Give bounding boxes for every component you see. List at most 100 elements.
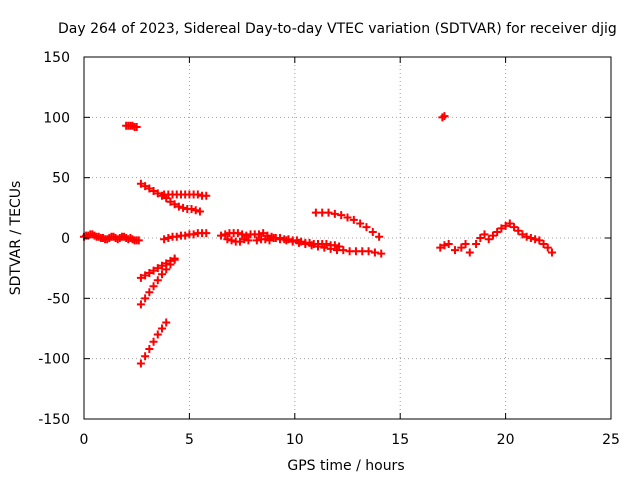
data-point: [436, 243, 445, 252]
data-point: [254, 230, 263, 239]
data-point: [535, 236, 544, 245]
data-point: [153, 330, 162, 339]
x-tick-label: 10: [286, 432, 304, 448]
data-point: [457, 243, 466, 252]
data-point: [505, 219, 514, 228]
data-point: [444, 240, 453, 249]
data-point: [362, 223, 371, 232]
data-point: [191, 206, 200, 215]
data-point: [153, 189, 162, 198]
data-point: [531, 235, 540, 244]
data-point: [157, 324, 166, 333]
data-point: [227, 236, 236, 245]
data-point: [261, 235, 270, 244]
data-point: [145, 345, 154, 354]
chart-title: Day 264 of 2023, Sidereal Day-to-day VTE…: [58, 21, 617, 37]
data-point: [172, 232, 181, 241]
data-point: [370, 248, 379, 257]
data-point: [145, 268, 154, 277]
data-point: [472, 240, 481, 249]
data-point: [518, 230, 527, 239]
data-point: [166, 197, 175, 206]
data-point: [522, 232, 531, 241]
data-point: [136, 273, 145, 282]
data-point: [181, 231, 190, 240]
data-point: [440, 241, 449, 250]
data-point: [364, 247, 373, 256]
data-point: [221, 230, 230, 239]
data-point: [132, 122, 141, 131]
data-point: [189, 230, 198, 239]
data-point: [149, 186, 158, 195]
data-point: [157, 261, 166, 270]
data-point: [202, 229, 211, 238]
data-point: [145, 288, 154, 297]
data-point: [501, 221, 510, 230]
data-point: [320, 243, 329, 252]
data-point: [265, 236, 274, 245]
data-point: [149, 266, 158, 275]
y-tick-label: 150: [43, 50, 70, 66]
data-point: [166, 260, 175, 269]
data-point: [476, 234, 485, 242]
data-point: [141, 271, 150, 280]
data-point: [136, 359, 145, 368]
data-point: [375, 232, 384, 241]
data-point: [377, 249, 386, 258]
data-point: [244, 236, 253, 245]
data-point: [484, 235, 493, 244]
data-point: [187, 205, 196, 214]
data-point: [337, 211, 346, 220]
data-points: [80, 112, 556, 368]
x-tick-label: 0: [80, 432, 89, 448]
data-point: [324, 208, 333, 217]
data-point: [465, 248, 474, 257]
data-point: [157, 270, 166, 279]
data-point: [141, 294, 150, 303]
data-point: [488, 231, 497, 240]
y-tick-label: -50: [47, 291, 70, 307]
data-point: [153, 264, 162, 273]
data-point: [543, 243, 552, 252]
data-point: [170, 255, 179, 264]
data-point: [295, 238, 304, 247]
data-point: [238, 230, 247, 239]
data-point: [461, 240, 470, 249]
y-ticks: 150 100 50 0 -50 -100 -150: [38, 50, 611, 428]
data-point: [313, 242, 322, 251]
data-point: [330, 241, 339, 250]
data-point: [547, 248, 556, 257]
data-point: [368, 227, 377, 236]
data-point: [149, 337, 158, 346]
y-tick-label: 0: [61, 231, 70, 247]
data-point: [170, 200, 179, 209]
data-point: [149, 282, 158, 291]
y-tick-label: 50: [52, 171, 70, 187]
data-point: [141, 352, 150, 361]
data-point: [326, 244, 335, 253]
data-point: [160, 235, 169, 244]
y-tick-label: 100: [43, 110, 70, 126]
data-point: [288, 237, 297, 246]
data-point: [510, 223, 519, 232]
data-point: [349, 215, 358, 224]
data-point: [145, 184, 154, 193]
data-point: [153, 276, 162, 285]
data-point: [174, 202, 183, 211]
x-ticks: 0 5 10 15 20 25: [80, 57, 620, 448]
data-point: [136, 179, 145, 188]
data-point: [539, 240, 548, 249]
data-point: [252, 236, 261, 245]
data-point: [141, 182, 150, 191]
data-point: [240, 235, 249, 244]
data-point: [497, 224, 506, 233]
x-axis-label: GPS time / hours: [287, 458, 404, 474]
x-tick-label: 15: [391, 432, 409, 448]
data-point: [339, 246, 348, 255]
data-point: [179, 203, 188, 212]
x-tick-label: 20: [497, 432, 515, 448]
data-point: [202, 191, 211, 200]
data-point: [493, 227, 502, 236]
data-point: [134, 236, 143, 245]
